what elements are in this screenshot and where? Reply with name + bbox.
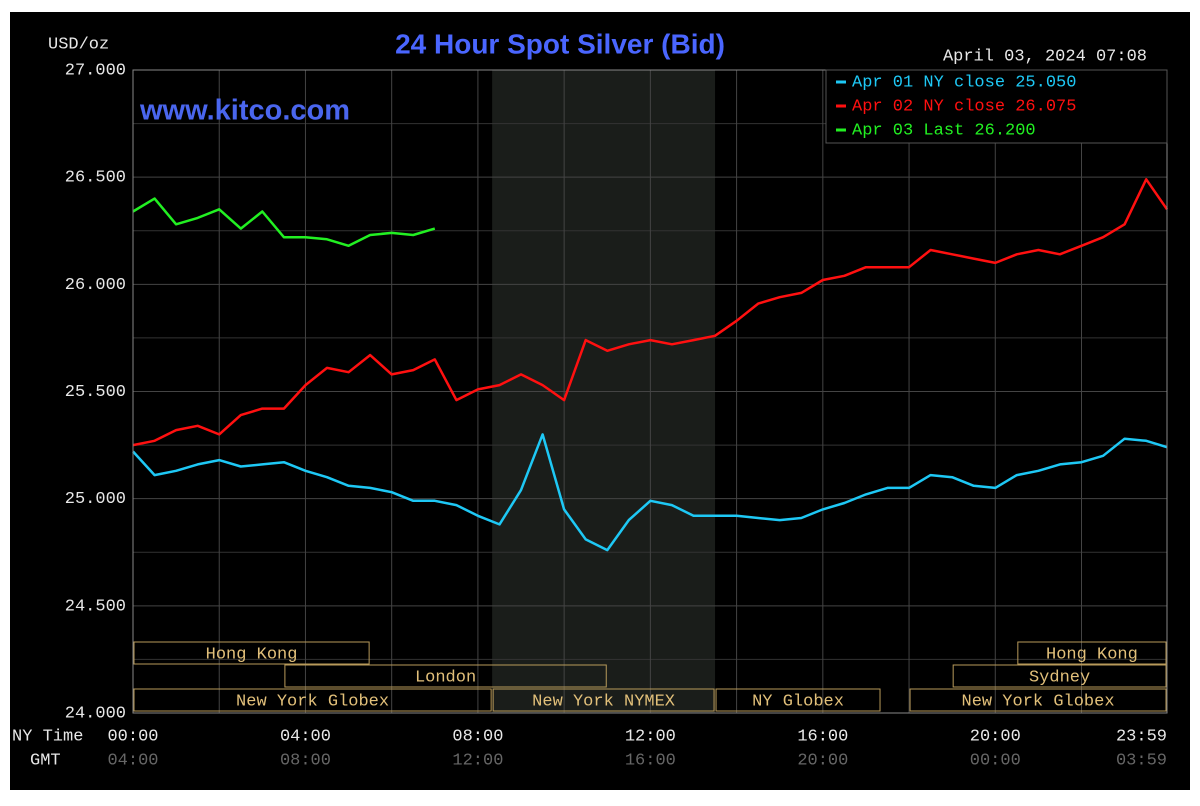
x2-axis-label: GMT [30, 751, 61, 770]
x-tick-label: 20:00 [970, 727, 1021, 746]
x-tick-label: 04:00 [280, 727, 331, 746]
x-tick-label: 08:00 [452, 727, 503, 746]
session-box [284, 664, 607, 688]
session-box [492, 688, 715, 712]
session-label: NY Globex [752, 692, 844, 711]
series-line [132, 433, 1168, 552]
x-tick-label: 16:00 [797, 727, 848, 746]
session-box [133, 688, 492, 712]
y-tick-label: 27.000 [65, 61, 126, 80]
legend-box [825, 69, 1168, 144]
y-tick-label: 25.000 [65, 490, 126, 509]
session-label: New York NYMEX [532, 692, 675, 711]
x-axis-label: NY Time [12, 727, 83, 746]
x2-tick-label: 00:00 [970, 751, 1021, 770]
x2-tick-label: 08:00 [280, 751, 331, 770]
session-box [1017, 641, 1167, 665]
session-label: Hong Kong [1046, 645, 1138, 664]
y-axis-label: USD/oz [48, 35, 109, 54]
x2-tick-label: 04:00 [107, 751, 158, 770]
series-line [132, 178, 1169, 447]
session-box [909, 688, 1167, 712]
x-tick-label: 23:59 [1116, 727, 1167, 746]
session-label: London [415, 668, 476, 687]
chart-title: 24 Hour Spot Silver (Bid) [395, 28, 725, 59]
x2-tick-label: 20:00 [797, 751, 848, 770]
session-box [952, 664, 1167, 688]
y-tick-label: 24.500 [65, 597, 126, 616]
session-label: Sydney [1029, 668, 1090, 687]
legend-entry: Apr 03 Last 26.200 [852, 121, 1036, 140]
legend-entry: Apr 02 NY close 26.075 [852, 97, 1076, 116]
x2-tick-label: 12:00 [452, 751, 503, 770]
x2-tick-label: 16:00 [625, 751, 676, 770]
y-tick-label: 25.500 [65, 383, 126, 402]
plot-frame [132, 69, 1168, 714]
watermark: www.kitco.com [139, 95, 350, 127]
legend-entry: Apr 01 NY close 25.050 [852, 73, 1076, 92]
session-label: New York Globex [962, 692, 1115, 711]
series-line [132, 197, 436, 248]
session-label: New York Globex [236, 692, 389, 711]
x-tick-label: 00:00 [107, 727, 158, 746]
x2-tick-label: 03:59 [1116, 751, 1167, 770]
session-box [715, 688, 881, 712]
y-tick-label: 26.000 [65, 276, 126, 295]
y-tick-label: 26.500 [65, 169, 126, 188]
x-tick-label: 12:00 [625, 727, 676, 746]
timestamp: April 03, 2024 07:08 [943, 47, 1147, 66]
session-label: Hong Kong [206, 645, 298, 664]
session-box [133, 641, 370, 665]
y-tick-label: 24.000 [65, 704, 126, 723]
